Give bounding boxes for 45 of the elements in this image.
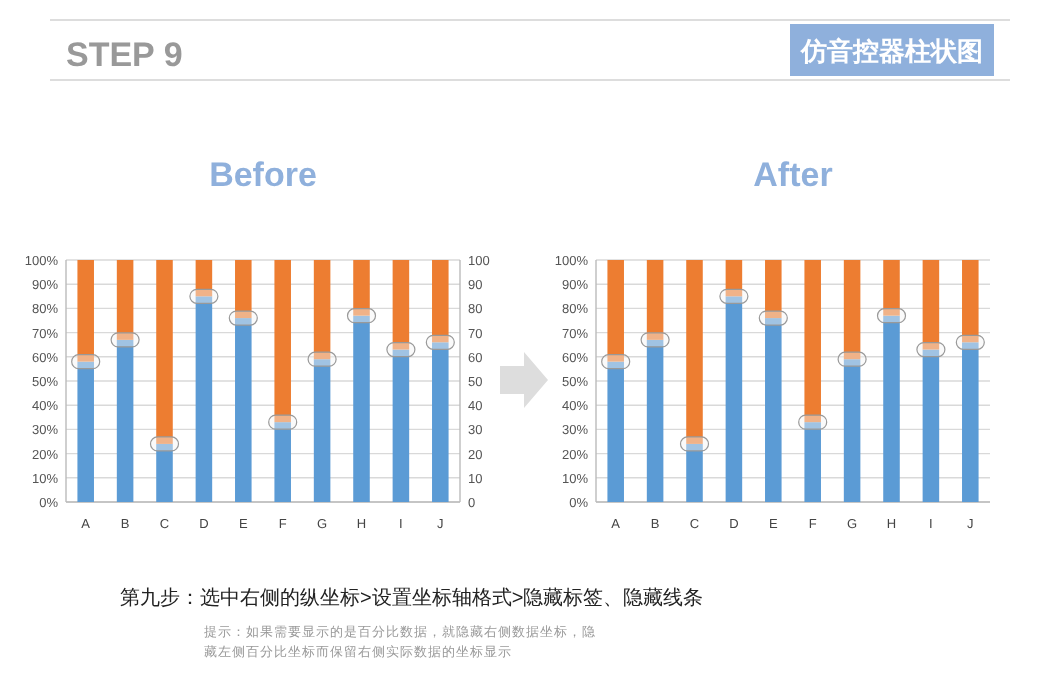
bar bbox=[962, 260, 979, 343]
bar bbox=[804, 422, 821, 502]
bar bbox=[195, 296, 213, 502]
bar bbox=[392, 349, 410, 502]
bar bbox=[922, 260, 940, 350]
bar bbox=[686, 260, 703, 444]
bar bbox=[392, 260, 410, 350]
bar bbox=[156, 260, 173, 444]
text: 第九步：选中右侧的纵坐标>设置坐标轴格式>隐藏标签、隐藏线条 bbox=[120, 586, 704, 610]
bar bbox=[274, 260, 291, 423]
bar bbox=[116, 339, 134, 502]
bar bbox=[646, 339, 664, 502]
bar bbox=[725, 260, 743, 297]
text: STEP 9 bbox=[66, 36, 183, 74]
bar bbox=[962, 342, 979, 502]
bar bbox=[235, 318, 252, 502]
bar bbox=[313, 359, 331, 502]
text: 仿音控器柱状图 bbox=[799, 36, 983, 66]
bar bbox=[195, 260, 213, 297]
bar bbox=[686, 443, 703, 502]
bar bbox=[725, 296, 743, 502]
bar bbox=[607, 361, 624, 502]
bar bbox=[274, 422, 291, 502]
bar bbox=[77, 361, 94, 502]
bar bbox=[353, 260, 370, 316]
bar bbox=[313, 260, 331, 360]
bar bbox=[922, 349, 940, 502]
bar bbox=[235, 260, 252, 319]
chart-title: After bbox=[753, 156, 834, 194]
bar bbox=[804, 260, 821, 423]
bar bbox=[883, 315, 900, 502]
bar bbox=[607, 260, 624, 362]
bar bbox=[432, 342, 449, 502]
bar bbox=[883, 260, 900, 316]
bar bbox=[432, 260, 449, 343]
bar bbox=[843, 359, 861, 502]
bar bbox=[843, 260, 861, 360]
bar bbox=[116, 260, 134, 340]
bar bbox=[646, 260, 664, 340]
bar bbox=[765, 260, 782, 319]
bar bbox=[353, 315, 370, 502]
bar bbox=[156, 443, 173, 502]
bar bbox=[77, 260, 94, 362]
chart-title: Before bbox=[209, 156, 317, 194]
bar bbox=[765, 318, 782, 502]
